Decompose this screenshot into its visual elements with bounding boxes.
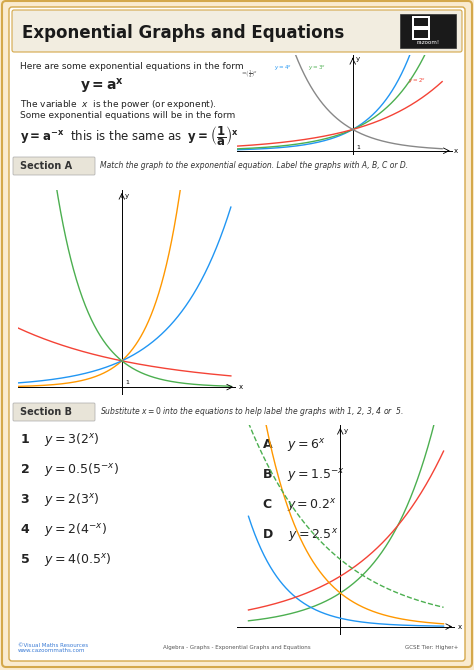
Text: The variable  $x$  is the power (or exponent).: The variable $x$ is the power (or expone… [20,98,217,111]
Text: y: y [344,428,348,434]
FancyBboxPatch shape [13,157,95,175]
FancyBboxPatch shape [13,403,95,421]
Text: ©Visual Maths Resources
www.cazoommaths.com: ©Visual Maths Resources www.cazoommaths.… [18,643,88,653]
Text: $\mathbf{3}$    $y = 2(3^x)$: $\mathbf{3}$ $y = 2(3^x)$ [20,492,100,509]
Text: x: x [458,624,462,630]
FancyBboxPatch shape [12,10,462,52]
Text: razoom!: razoom! [417,40,439,44]
Text: Section B: Section B [20,407,72,417]
Text: Algebra - Graphs - Exponential Graphs and Equations: Algebra - Graphs - Exponential Graphs an… [163,645,311,651]
Bar [412,16,430,40]
Text: $\mathbf{2}$    $y = 0.5(5^{-x})$: $\mathbf{2}$ $y = 0.5(5^{-x})$ [20,462,119,478]
Text: x: x [454,148,458,153]
Text: $\mathbf{C}$    $y = 0.2^x$: $\mathbf{C}$ $y = 0.2^x$ [262,496,337,513]
Text: Section A: Section A [20,161,72,171]
Bar [414,18,428,26]
Text: $\mathbf{D}$    $y = 2.5^x$: $\mathbf{D}$ $y = 2.5^x$ [262,527,338,543]
Text: $\mathbf{y = a^{-x}}$  this is the same as  $\mathbf{y = \left(\dfrac{1}{a}\righ: $\mathbf{y = a^{-x}}$ this is the same a… [20,124,239,147]
Bar [414,30,428,38]
Text: GCSE Tier: Higher+: GCSE Tier: Higher+ [405,645,458,651]
Text: Here are some exponential equations in the form: Here are some exponential equations in t… [20,62,244,71]
Text: y: y [356,56,360,62]
FancyBboxPatch shape [9,7,465,661]
Text: Some exponential equations will be in the form: Some exponential equations will be in th… [20,111,235,120]
Bar [400,14,456,48]
Text: $\mathbf{5}$    $y = 4(0.5^x)$: $\mathbf{5}$ $y = 4(0.5^x)$ [20,551,111,569]
Text: 1: 1 [125,381,129,385]
Text: $\mathbf{y = a^x}$: $\mathbf{y = a^x}$ [80,77,124,96]
Text: $y=4^x$: $y=4^x$ [274,64,292,73]
Text: $y=3^x$: $y=3^x$ [308,64,326,73]
Text: $\mathbf{4}$    $y = 2(4^{-x})$: $\mathbf{4}$ $y = 2(4^{-x})$ [20,521,107,539]
Text: $\mathbf{A}$    $y = 6^x$: $\mathbf{A}$ $y = 6^x$ [262,436,326,454]
Text: x: x [238,384,243,390]
Text: $\mathbf{B}$    $y = 1.5^{-x}$: $\mathbf{B}$ $y = 1.5^{-x}$ [262,466,345,484]
Text: Exponential Graphs and Equations: Exponential Graphs and Equations [22,24,344,42]
Text: Match the graph to the exponential equation. Label the graphs with A, B, C or D.: Match the graph to the exponential equat… [100,161,408,170]
Text: $=\!\left(\frac{1}{4}\right)^{\!x}$: $=\!\left(\frac{1}{4}\right)^{\!x}$ [240,68,257,80]
Text: Substitute $x = 0$ into the equations to help label the graphs with 1, 2, 3, 4 o: Substitute $x = 0$ into the equations to… [100,405,404,419]
Text: $y=2^x$: $y=2^x$ [408,76,426,86]
Text: y: y [125,193,129,198]
Text: 1: 1 [356,145,360,151]
Text: $\mathbf{1}$    $y = 3(2^x)$: $\mathbf{1}$ $y = 3(2^x)$ [20,431,100,448]
